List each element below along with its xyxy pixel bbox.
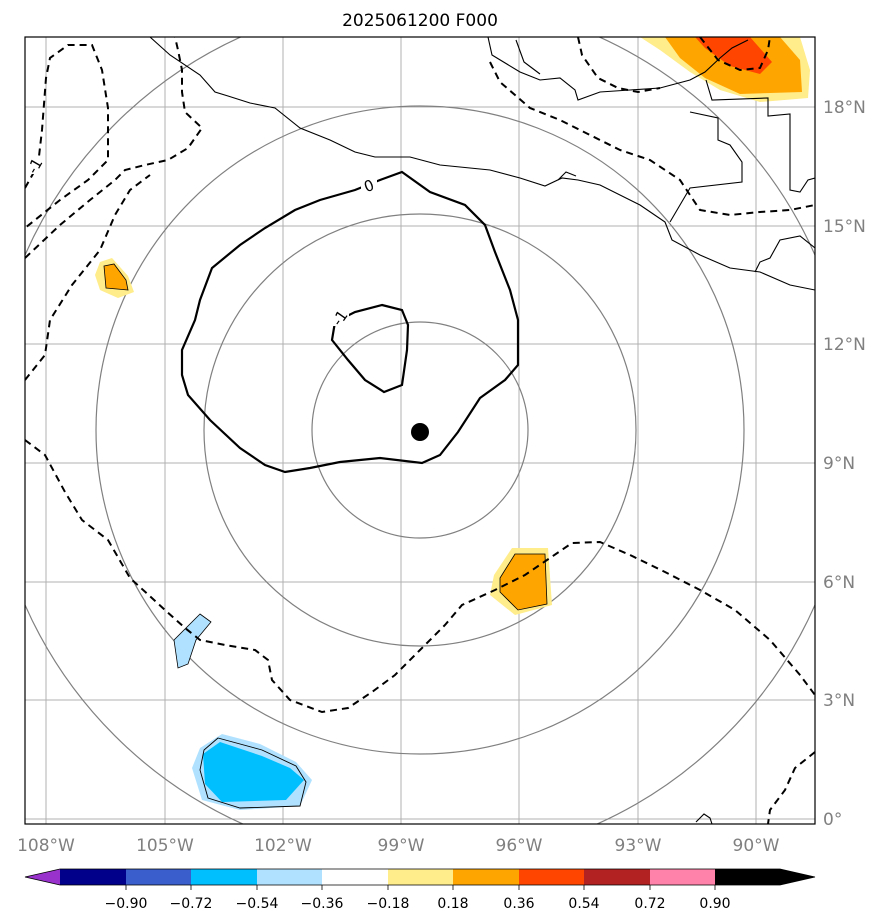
positive-anomaly-south — [490, 548, 552, 615]
graticule — [25, 37, 815, 824]
lon-label: 96°W — [496, 836, 543, 856]
negative-anomaly-small — [173, 613, 212, 669]
lat-label: 12°N — [823, 335, 866, 355]
colorbar-tick-label: 0.72 — [634, 896, 665, 912]
negative-anomaly-southwest — [192, 734, 312, 810]
lon-label: 105°W — [136, 836, 194, 856]
lat-label: 9°N — [823, 454, 855, 474]
colorbar-segment — [715, 869, 780, 885]
colorbar-segment — [191, 869, 257, 885]
lat-label: 6°N — [823, 573, 855, 593]
colorbar-tick-label: 0.54 — [568, 896, 599, 912]
colorbar-segment — [60, 869, 126, 885]
lat-label: 18°N — [823, 98, 866, 118]
range-rings — [25, 37, 815, 824]
colorbar-segment — [126, 869, 191, 885]
colorbar-segment — [453, 869, 519, 885]
colorbar-tick-label: −0.18 — [367, 896, 410, 912]
contour-label-neg-one-west: -1 — [23, 155, 46, 177]
colorbar-tick-label: 0.90 — [699, 896, 730, 912]
colorbar-low-extension — [25, 869, 60, 885]
lon-label: 93°W — [615, 836, 662, 856]
lon-label: 90°W — [733, 836, 780, 856]
dashed-contours — [25, 37, 815, 824]
colorbar-segment — [650, 869, 715, 885]
colorbar-tick-label: −0.36 — [301, 896, 344, 912]
storm-center-marker — [411, 423, 429, 441]
lon-label: 102°W — [254, 836, 312, 856]
colorbar: −0.90 −0.72 −0.54 −0.36 −0.18 0.18 0.36 … — [24, 868, 816, 912]
lat-label: 15°N — [823, 217, 866, 237]
colorbar-segment — [257, 869, 322, 885]
lat-labels: 18°N 15°N 12°N 9°N 6°N 3°N 0° — [823, 98, 866, 830]
colorbar-segment — [584, 869, 650, 885]
lon-label: 99°W — [378, 836, 425, 856]
colorbar-segment — [322, 869, 388, 885]
lon-label: 108°W — [17, 836, 75, 856]
colorbar-tick-label: −0.72 — [170, 896, 213, 912]
positive-anomaly-west — [95, 258, 134, 298]
colorbar-segment — [519, 869, 584, 885]
coastlines — [149, 37, 815, 824]
lat-label: 0° — [823, 810, 842, 830]
lat-label: 3°N — [823, 691, 855, 711]
colorbar-tick-label: −0.90 — [105, 896, 148, 912]
map-title: 2025061200 F000 — [342, 11, 498, 31]
map-area — [25, 37, 815, 824]
lon-labels: 108°W 105°W 102°W 99°W 96°W 93°W 90°W — [17, 836, 780, 856]
colorbar-tick-label: 0.36 — [503, 896, 534, 912]
colorbar-tick-label: −0.54 — [236, 896, 279, 912]
map-frame — [24, 36, 816, 825]
colorbar-high-extension — [780, 869, 815, 885]
contour-labels: 0 -1 -1 — [23, 155, 377, 329]
colorbar-tick-label: 0.18 — [437, 896, 468, 912]
positive-anomaly-ne — [640, 37, 810, 102]
colorbar-segment — [388, 869, 453, 885]
